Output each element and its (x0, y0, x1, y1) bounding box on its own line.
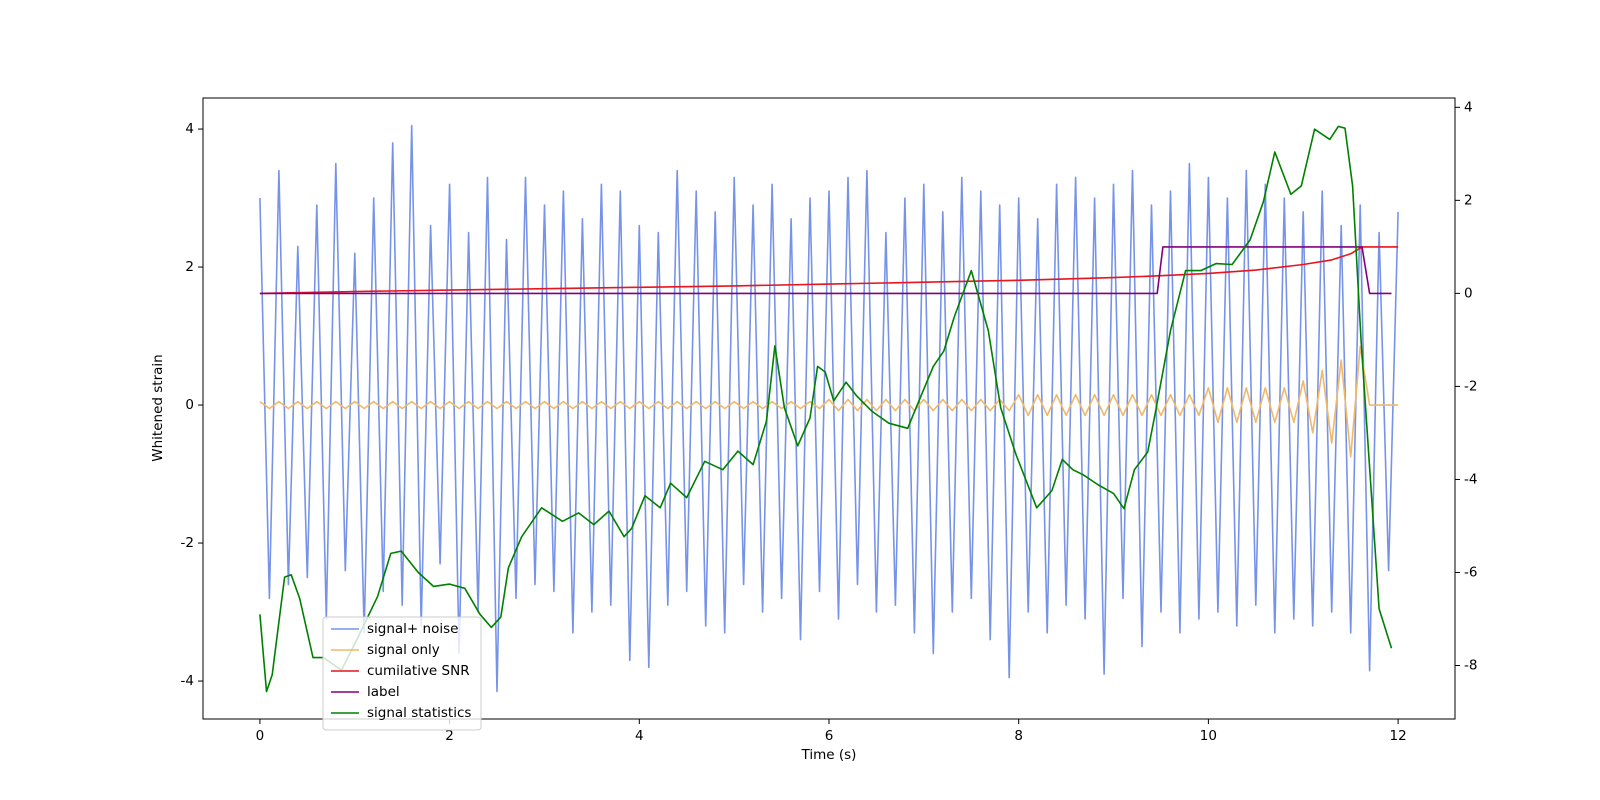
legend-box (322, 616, 482, 731)
y-tick-label: 0 (185, 397, 194, 413)
x-tick-label: 10 (1200, 728, 1217, 744)
x-tick-label: 6 (825, 728, 834, 744)
legend-label: signal only (367, 642, 440, 658)
series-line (259, 345, 1399, 458)
y2-tick-label: 0 (1464, 285, 1473, 301)
y2-tick-label: 4 (1464, 99, 1473, 115)
legend-label: cumilative SNR (367, 663, 470, 679)
y-tick-label: -4 (181, 673, 194, 689)
x-axis-label: Time (s) (801, 747, 857, 763)
x-tick-label: 2 (445, 728, 454, 744)
y2-tick-label: -4 (1464, 471, 1477, 487)
x-tick-label: 12 (1389, 728, 1406, 744)
x-tick-label: 8 (1014, 728, 1023, 744)
y-tick-label: -2 (181, 535, 194, 551)
series-line (259, 246, 1399, 295)
y2-tick-label: -2 (1464, 378, 1477, 394)
series-line (259, 124, 1399, 693)
x-tick-label: 4 (635, 728, 644, 744)
y-axis-label: Whitened strain (150, 354, 166, 461)
y2-tick-label: 2 (1464, 192, 1473, 208)
series-line (259, 246, 1392, 295)
y2-tick-label: -6 (1464, 564, 1477, 580)
legend-label: signal statistics (367, 705, 471, 721)
y2-tick-label: -8 (1464, 658, 1477, 674)
legend-label: signal+ noise (367, 621, 458, 637)
series-line (259, 125, 1393, 693)
y-tick-label: 4 (185, 121, 194, 137)
y-tick-label: 2 (185, 259, 194, 275)
x-tick-label: 0 (256, 728, 265, 744)
legend-label: label (367, 684, 400, 700)
